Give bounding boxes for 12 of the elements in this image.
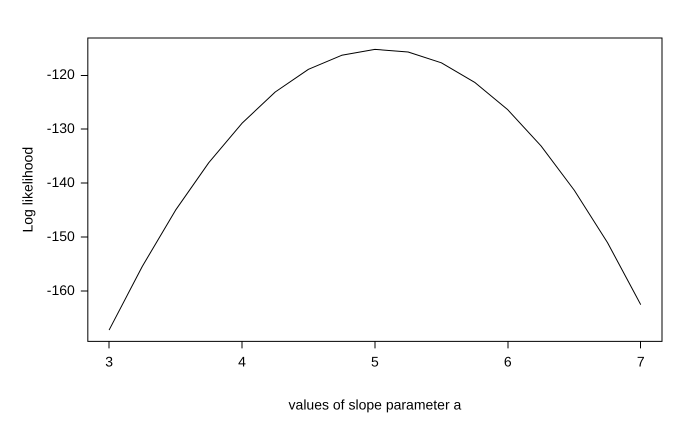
x-axis-title: values of slope parameter a bbox=[288, 396, 462, 412]
x-tick-label: 3 bbox=[105, 354, 114, 370]
y-tick-label: -150 bbox=[46, 228, 76, 244]
x-tick-label: 5 bbox=[371, 354, 380, 370]
y-tick-label: -160 bbox=[46, 282, 76, 298]
y-tick-label: -130 bbox=[46, 120, 76, 136]
y-axis-title: Log likelihood bbox=[19, 146, 36, 233]
y-tick-label: -140 bbox=[46, 174, 76, 190]
x-tick-label: 6 bbox=[504, 354, 512, 370]
x-tick-label: 4 bbox=[238, 354, 246, 370]
y-tick-label: -120 bbox=[46, 66, 76, 82]
x-tick-label: 7 bbox=[636, 354, 645, 370]
